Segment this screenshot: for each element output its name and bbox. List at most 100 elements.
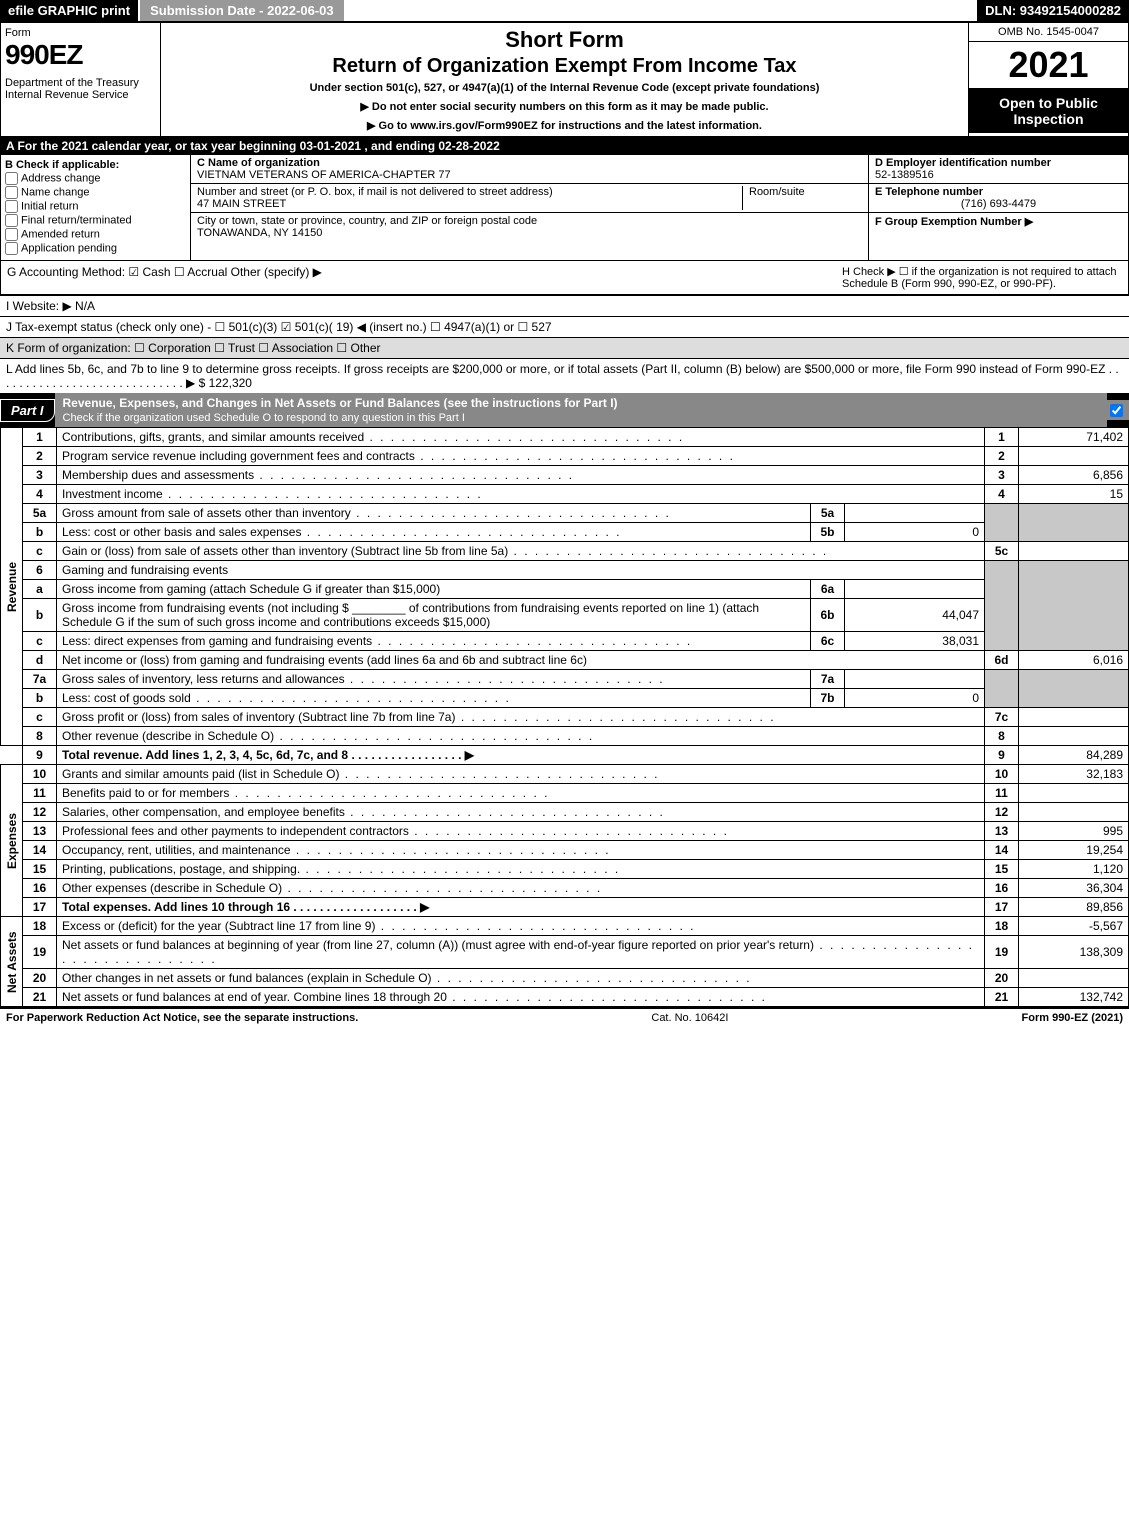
l7ab-shade [985,670,1019,708]
l6c-sn: 6c [811,632,845,651]
l5c-val [1019,542,1129,561]
l6-shade-val [1019,561,1129,651]
l10-desc: Grants and similar amounts paid (list in… [57,765,985,784]
l19-num: 19 [23,936,57,969]
l9-desc: Total revenue. Add lines 1, 2, 3, 4, 5c,… [57,746,985,765]
l6d-rn: 6d [985,651,1019,670]
part1-sub: Check if the organization used Schedule … [63,412,465,424]
l6a-sn: 6a [811,580,845,599]
l8-num: 8 [23,727,57,746]
f-group: F Group Exemption Number ▶ [869,213,1128,230]
l7b-sv: 0 [845,689,985,708]
l7c-desc: Gross profit or (loss) from sales of inv… [57,708,985,727]
efile-label: efile GRAPHIC print [0,0,138,21]
l16-num: 16 [23,879,57,898]
l18-num: 18 [23,917,57,936]
chk-address[interactable]: Address change [5,172,186,185]
form-word: Form [5,27,156,39]
l13-desc: Professional fees and other payments to … [57,822,985,841]
line-k: K Form of organization: ☐ Corporation ☐ … [0,337,1129,358]
e-label: E Telephone number [875,186,983,198]
l6d-num: d [23,651,57,670]
col-c: C Name of organization VIETNAM VETERANS … [191,155,868,260]
l14-rn: 14 [985,841,1019,860]
l5ab-shade-val [1019,504,1129,542]
l19-val: 138,309 [1019,936,1129,969]
city-value: TONAWANDA, NY 14150 [197,227,322,239]
part1-header: Part I Revenue, Expenses, and Changes in… [0,393,1129,427]
footer-left: For Paperwork Reduction Act Notice, see … [6,1012,358,1024]
city-label: City or town, state or province, country… [197,215,537,227]
l6d-val: 6,016 [1019,651,1129,670]
f-label: F Group Exemption Number ▶ [875,216,1033,228]
l14-desc: Occupancy, rent, utilities, and maintena… [57,841,985,860]
note-ssn: ▶ Do not enter social security numbers o… [165,100,964,113]
part1-tab: Part I [0,399,55,422]
note-link[interactable]: ▶ Go to www.irs.gov/Form990EZ for instru… [165,119,964,132]
chk-name[interactable]: Name change [5,186,186,199]
line-h: H Check ▶ ☐ if the organization is not r… [832,265,1122,290]
l5ab-shade [985,504,1019,542]
l16-rn: 16 [985,879,1019,898]
l7a-sn: 7a [811,670,845,689]
dln: DLN: 93492154000282 [977,0,1129,21]
d-ein: D Employer identification number 52-1389… [869,155,1128,184]
l6a-sv [845,580,985,599]
b-label: B Check if applicable: [5,159,119,171]
omb-number: OMB No. 1545-0047 [969,23,1128,42]
c-street: Number and street (or P. O. box, if mail… [191,184,868,213]
chk-initial[interactable]: Initial return [5,200,186,213]
part1-check[interactable] [1107,400,1129,420]
l9-val: 84,289 [1019,746,1129,765]
header-right: OMB No. 1545-0047 2021 Open to Public In… [968,23,1128,136]
l10-val: 32,183 [1019,765,1129,784]
l7b-sn: 7b [811,689,845,708]
line-j: J Tax-exempt status (check only one) - ☐… [0,316,1129,337]
l3-desc: Membership dues and assessments [57,466,985,485]
l11-desc: Benefits paid to or for members [57,784,985,803]
l5b-sv: 0 [845,523,985,542]
l16-val: 36,304 [1019,879,1129,898]
col-de: D Employer identification number 52-1389… [868,155,1128,260]
l17-val: 89,856 [1019,898,1129,917]
header-left: Form 990EZ Department of the Treasury In… [1,23,161,136]
expenses-label: Expenses [1,765,23,917]
l12-val [1019,803,1129,822]
line-g: G Accounting Method: ☑ Cash ☐ Accrual Ot… [7,265,832,290]
chk-final[interactable]: Final return/terminated [5,214,186,227]
l3-num: 3 [23,466,57,485]
chk-pending[interactable]: Application pending [5,242,186,255]
l17-num: 17 [23,898,57,917]
l20-rn: 20 [985,969,1019,988]
l8-rn: 8 [985,727,1019,746]
l8-val [1019,727,1129,746]
short-form-label: Short Form [165,27,964,53]
l4-val: 15 [1019,485,1129,504]
open-to-public: Open to Public Inspection [969,88,1128,133]
header-center: Short Form Return of Organization Exempt… [161,23,968,136]
l6b-sv: 44,047 [845,599,985,632]
l13-num: 13 [23,822,57,841]
l21-val: 132,742 [1019,988,1129,1007]
l7c-rn: 7c [985,708,1019,727]
l13-rn: 13 [985,822,1019,841]
l12-rn: 12 [985,803,1019,822]
l5c-rn: 5c [985,542,1019,561]
l10-rn: 10 [985,765,1019,784]
l11-num: 11 [23,784,57,803]
l6c-num: c [23,632,57,651]
l2-desc: Program service revenue including govern… [57,447,985,466]
l21-desc: Net assets or fund balances at end of ye… [57,988,985,1007]
chk-amended[interactable]: Amended return [5,228,186,241]
l6-desc: Gaming and fundraising events [57,561,985,580]
row-gh: G Accounting Method: ☑ Cash ☐ Accrual Ot… [0,261,1129,295]
l5a-num: 5a [23,504,57,523]
page-footer: For Paperwork Reduction Act Notice, see … [0,1007,1129,1027]
l5a-sv [845,504,985,523]
l14-val: 19,254 [1019,841,1129,860]
l20-val [1019,969,1129,988]
form-title: Return of Organization Exempt From Incom… [165,55,964,78]
l21-num: 21 [23,988,57,1007]
l6b-sn: 6b [811,599,845,632]
l7c-val [1019,708,1129,727]
